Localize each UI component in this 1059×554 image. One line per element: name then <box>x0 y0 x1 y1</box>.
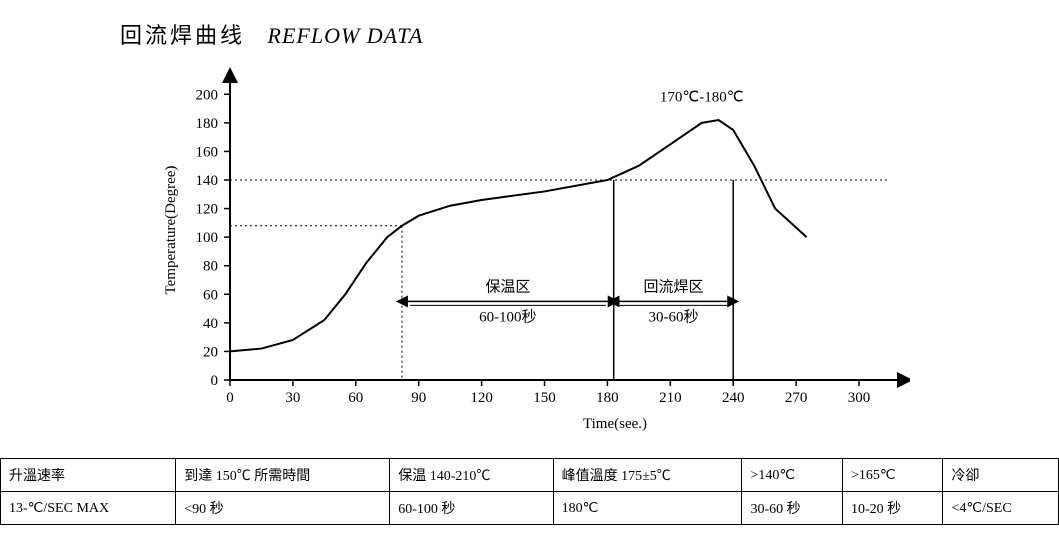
svg-text:140: 140 <box>195 173 218 189</box>
spec-table: 升溫速率到達 150℃ 所需時間保温 140-210℃峰值溫度 175±5℃>1… <box>0 458 1059 525</box>
title-cn: 回流焊曲线 <box>120 23 245 48</box>
svg-text:170℃-180℃: 170℃-180℃ <box>659 89 743 105</box>
svg-text:60: 60 <box>348 390 363 406</box>
table-cell: 60-100 秒 <box>390 492 553 525</box>
table-cell: 冷卻 <box>943 459 1059 492</box>
svg-text:240: 240 <box>721 390 744 406</box>
table-cell: 到達 150℃ 所需時間 <box>176 459 390 492</box>
table-cell: >140℃ <box>742 459 843 492</box>
svg-text:180: 180 <box>195 116 218 132</box>
svg-text:30-60秒: 30-60秒 <box>648 308 698 325</box>
title-en: REFLOW DATA <box>268 23 424 48</box>
svg-text:60: 60 <box>203 287 218 303</box>
svg-text:60-100秒: 60-100秒 <box>479 308 537 325</box>
table-row: 13-℃/SEC MAX<90 秒60-100 秒180℃30-60 秒10-2… <box>1 492 1059 525</box>
svg-text:100: 100 <box>195 230 218 246</box>
table-cell: 峰值溫度 175±5℃ <box>553 459 742 492</box>
svg-text:120: 120 <box>195 202 218 218</box>
table-cell: <4℃/SEC <box>943 492 1059 525</box>
table-cell: >165℃ <box>842 459 943 492</box>
reflow-chart: 0 30 60 90 120 150 180 210 240 270 300 0 20 40 60 80 100… <box>150 60 910 440</box>
svg-text:200: 200 <box>195 87 218 103</box>
svg-text:120: 120 <box>470 390 493 406</box>
svg-text:300: 300 <box>847 390 870 406</box>
svg-text:回流焊区: 回流焊区 <box>643 278 703 295</box>
table-cell: 升溫速率 <box>1 459 176 492</box>
svg-text:保温区: 保温区 <box>485 278 530 295</box>
table-cell: 10-20 秒 <box>842 492 943 525</box>
svg-text:0: 0 <box>226 390 234 406</box>
svg-text:90: 90 <box>411 390 426 406</box>
svg-text:Time(see.): Time(see.) <box>582 416 646 432</box>
svg-text:210: 210 <box>659 390 682 406</box>
svg-text:40: 40 <box>203 316 218 332</box>
svg-text:270: 270 <box>784 390 807 406</box>
table-cell: 13-℃/SEC MAX <box>1 492 176 525</box>
table-cell: <90 秒 <box>176 492 390 525</box>
chart-container: 0 30 60 90 120 150 180 210 240 270 300 0 20 40 60 80 100… <box>0 60 1059 440</box>
table-row: 升溫速率到達 150℃ 所需時間保温 140-210℃峰值溫度 175±5℃>1… <box>1 459 1059 492</box>
svg-text:150: 150 <box>533 390 556 406</box>
table-cell: 180℃ <box>553 492 742 525</box>
table-cell: 30-60 秒 <box>742 492 843 525</box>
svg-text:160: 160 <box>195 144 218 160</box>
table-cell: 保温 140-210℃ <box>390 459 553 492</box>
svg-text:80: 80 <box>203 259 218 275</box>
chart-title: 回流焊曲线 REFLOW DATA <box>0 0 1059 60</box>
svg-text:30: 30 <box>285 390 300 406</box>
svg-text:180: 180 <box>596 390 619 406</box>
svg-text:20: 20 <box>203 344 218 360</box>
svg-text:Temperature(Degree): Temperature(Degree) <box>163 166 179 295</box>
svg-text:0: 0 <box>210 373 218 389</box>
